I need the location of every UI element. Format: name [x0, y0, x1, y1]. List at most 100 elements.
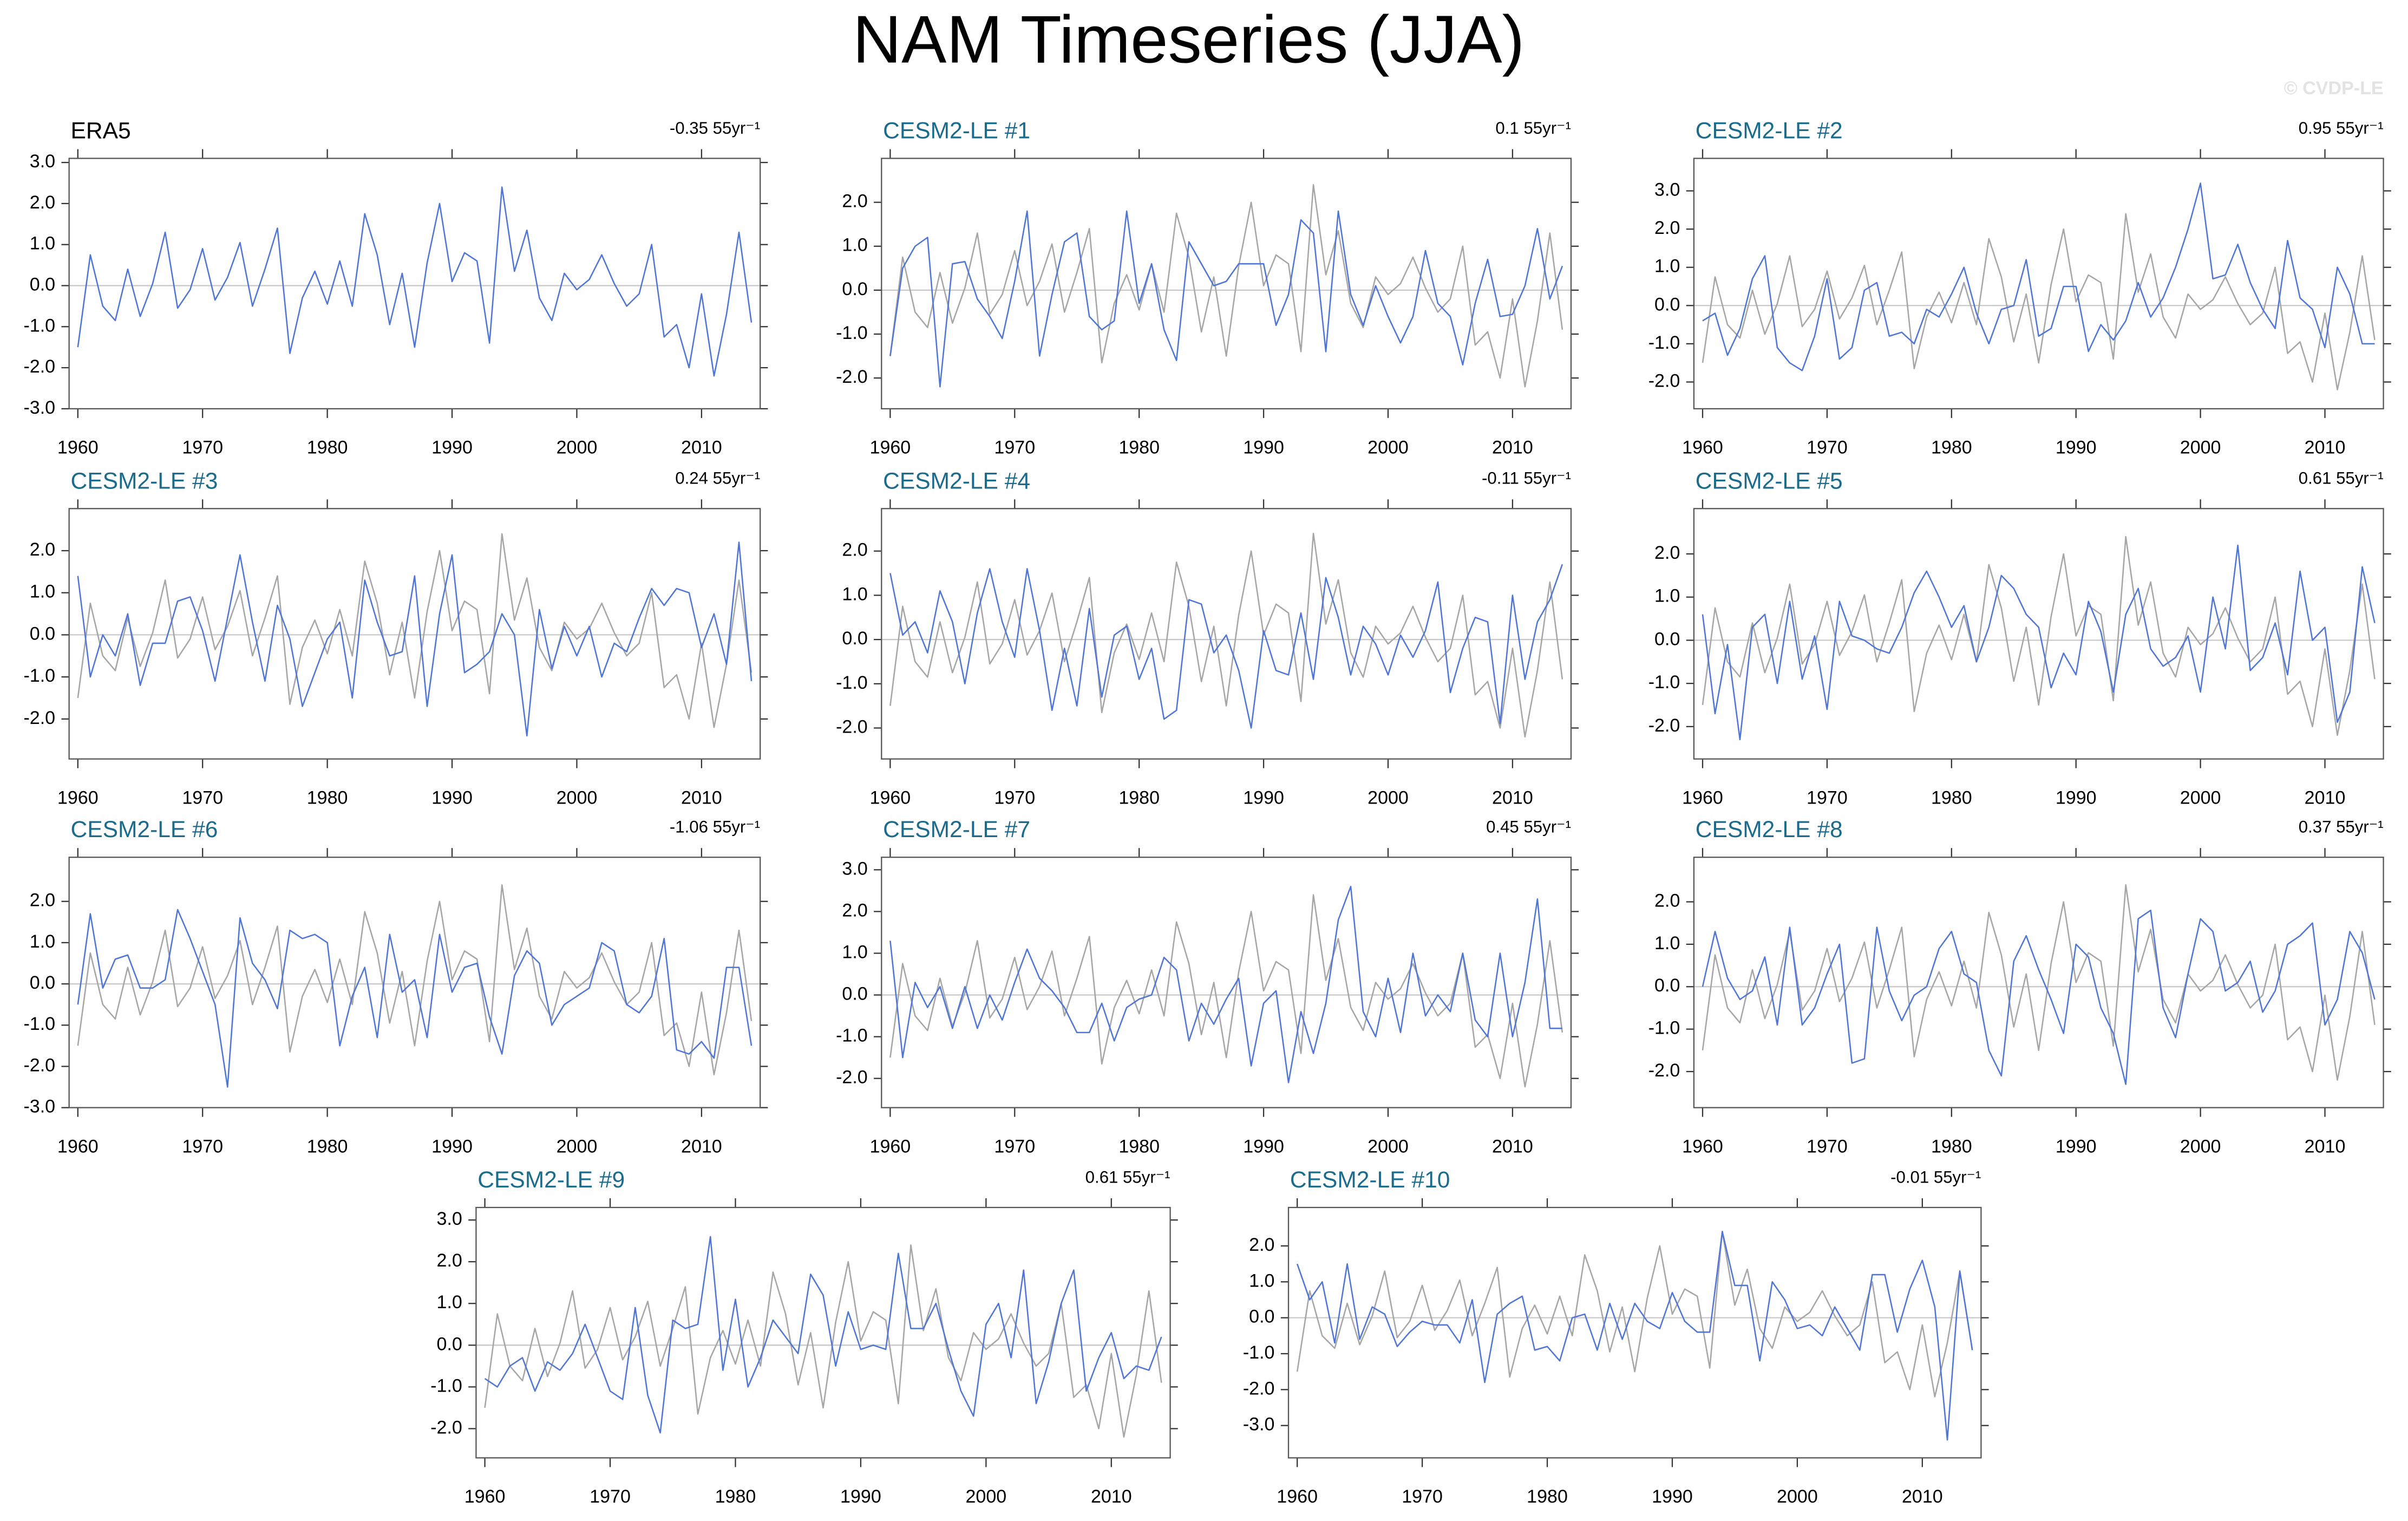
x-tick-label: 1960: [57, 787, 99, 808]
y-tick-label: 2.0: [842, 540, 867, 560]
y-tick-label: 1.0: [1249, 1270, 1274, 1291]
y-tick-label: 0.0: [30, 972, 55, 993]
panel-title: ERA5: [70, 118, 130, 144]
panel-title: CESM2-LE #6: [70, 817, 218, 843]
panel: ERA5 -0.35 55yr⁻¹ -3.0 -2.0 -1.0 0.0 1.0 2.0 3.0…: [23, 118, 768, 458]
y-tick-label: 2.0: [437, 1250, 462, 1271]
y-tick-label: 1.0: [30, 931, 55, 952]
panel-title: CESM2-LE #3: [70, 468, 218, 494]
y-tick-label: -2.0: [836, 367, 868, 387]
series-line: [1296, 1231, 1973, 1441]
x-tick-label: 1970: [590, 1486, 631, 1507]
panel: CESM2-LE #5 0.61 55yr⁻¹ -2.0 -1.0 0.0 1.0 2.0 1…: [1648, 468, 2391, 808]
series-line: [77, 541, 752, 737]
x-tick-label: 1970: [1807, 787, 1848, 808]
plot-frame: [1693, 508, 2384, 760]
x-tick-label: 1960: [1277, 1486, 1318, 1507]
x-tick-label: 1960: [1682, 1136, 1723, 1157]
y-tick-label: -2.0: [1243, 1378, 1275, 1399]
y-tick-label: -1.0: [23, 315, 55, 336]
y-tick-label: -1.0: [1243, 1342, 1275, 1363]
y-tick-label: -2.0: [1648, 715, 1680, 736]
y-tick-label: 1.0: [437, 1292, 462, 1313]
y-tick-label: 0.0: [842, 628, 867, 649]
trend-label: -0.11 55yr⁻¹: [1482, 469, 1571, 488]
panel: CESM2-LE #1 0.1 55yr⁻¹ -2.0 -1.0 0.0 1.0 2.0 19…: [836, 118, 1579, 458]
panel-title: CESM2-LE #2: [1696, 118, 1843, 144]
series-line: [77, 186, 752, 377]
panel: CESM2-LE #4 -0.11 55yr⁻¹ -2.0 -1.0 0.0 1.0 2.0…: [836, 468, 1579, 808]
panel-title: CESM2-LE #4: [883, 468, 1030, 494]
plot-frame: [1287, 1206, 1982, 1459]
x-tick-label: 1980: [1118, 787, 1160, 808]
y-tick-label: -1.0: [23, 665, 55, 686]
y-tick-label: 2.0: [842, 191, 867, 212]
panel: CESM2-LE #8 0.37 55yr⁻¹ -2.0 -1.0 0.0 1.0 2.0 1…: [1648, 817, 2391, 1157]
y-tick-label: -1.0: [836, 1026, 868, 1046]
y-tick-label: 2.0: [1654, 890, 1680, 911]
x-tick-label: 2010: [681, 1136, 722, 1157]
y-tick-label: -2.0: [23, 1055, 55, 1075]
x-tick-label: 2010: [2305, 1136, 2346, 1157]
x-tick-label: 1970: [1807, 1136, 1848, 1157]
series-line: [1702, 213, 2376, 390]
x-tick-label: 2010: [1492, 1136, 1533, 1157]
panel-title: CESM2-LE #8: [1696, 817, 1843, 843]
y-tick-label: -2.0: [430, 1417, 462, 1438]
x-tick-label: 2000: [1367, 438, 1409, 458]
x-tick-label: 1970: [994, 438, 1035, 458]
x-tick-label: 1970: [1807, 438, 1848, 458]
x-tick-label: 1980: [1118, 1136, 1160, 1157]
plot-frame: [1693, 857, 2384, 1108]
panel: CESM2-LE #7 0.45 55yr⁻¹ -2.0 -1.0 0.0 1.0 2.0 3…: [836, 817, 1579, 1157]
x-tick-label: 1990: [431, 787, 473, 808]
x-tick-label: 1990: [431, 1136, 473, 1157]
x-tick-label: 2000: [557, 1136, 598, 1157]
series-line: [77, 533, 752, 728]
trend-label: -1.06 55yr⁻¹: [670, 818, 760, 837]
y-tick-label: -1.0: [1648, 672, 1680, 693]
series-line: [77, 884, 752, 1075]
y-tick-label: -3.0: [1243, 1414, 1275, 1435]
panel: CESM2-LE #3 0.24 55yr⁻¹ -2.0 -1.0 0.0 1.0 2.0 1…: [23, 468, 768, 808]
series-line: [77, 909, 752, 1088]
x-tick-label: 1960: [870, 1136, 911, 1157]
trend-label: 0.61 55yr⁻¹: [2299, 469, 2384, 488]
panel-title: CESM2-LE #1: [883, 118, 1030, 144]
series-line: [889, 894, 1563, 1088]
y-tick-label: 2.0: [30, 890, 55, 911]
y-tick-label: 0.0: [842, 279, 867, 299]
x-tick-label: 1990: [2056, 1136, 2097, 1157]
y-tick-label: 1.0: [1654, 256, 1680, 277]
x-tick-label: 1960: [57, 1136, 99, 1157]
trend-label: 0.61 55yr⁻¹: [1085, 1167, 1170, 1186]
x-tick-label: 1980: [1527, 1486, 1568, 1507]
plot-frame: [68, 857, 761, 1108]
x-tick-label: 2000: [1367, 1136, 1409, 1157]
x-tick-label: 2000: [557, 787, 598, 808]
y-tick-label: -2.0: [23, 708, 55, 728]
plot-frame: [68, 158, 761, 410]
y-tick-label: 0.0: [30, 623, 55, 644]
y-tick-label: -1.0: [1648, 1018, 1680, 1039]
y-tick-label: 3.0: [437, 1209, 462, 1229]
panel-title: CESM2-LE #10: [1290, 1167, 1450, 1193]
x-tick-label: 1990: [1243, 1136, 1284, 1157]
y-tick-label: 1.0: [842, 235, 867, 256]
y-tick-label: 1.0: [842, 584, 867, 604]
plot-frame: [475, 1206, 1171, 1459]
y-tick-label: 1.0: [30, 233, 55, 254]
trend-label: 0.37 55yr⁻¹: [2299, 818, 2384, 837]
x-tick-label: 1970: [994, 787, 1035, 808]
x-tick-label: 1970: [182, 787, 223, 808]
y-tick-label: 0.0: [1654, 629, 1680, 649]
x-tick-label: 1970: [1402, 1486, 1443, 1507]
y-tick-label: -2.0: [23, 356, 55, 377]
x-tick-label: 1990: [2056, 787, 2097, 808]
series-line: [1702, 536, 2376, 736]
panel: CESM2-LE #6 -1.06 55yr⁻¹ -3.0 -2.0 -1.0 0.0 1.…: [23, 817, 768, 1157]
x-tick-label: 1970: [182, 1136, 223, 1157]
y-tick-label: 0.0: [1654, 294, 1680, 315]
